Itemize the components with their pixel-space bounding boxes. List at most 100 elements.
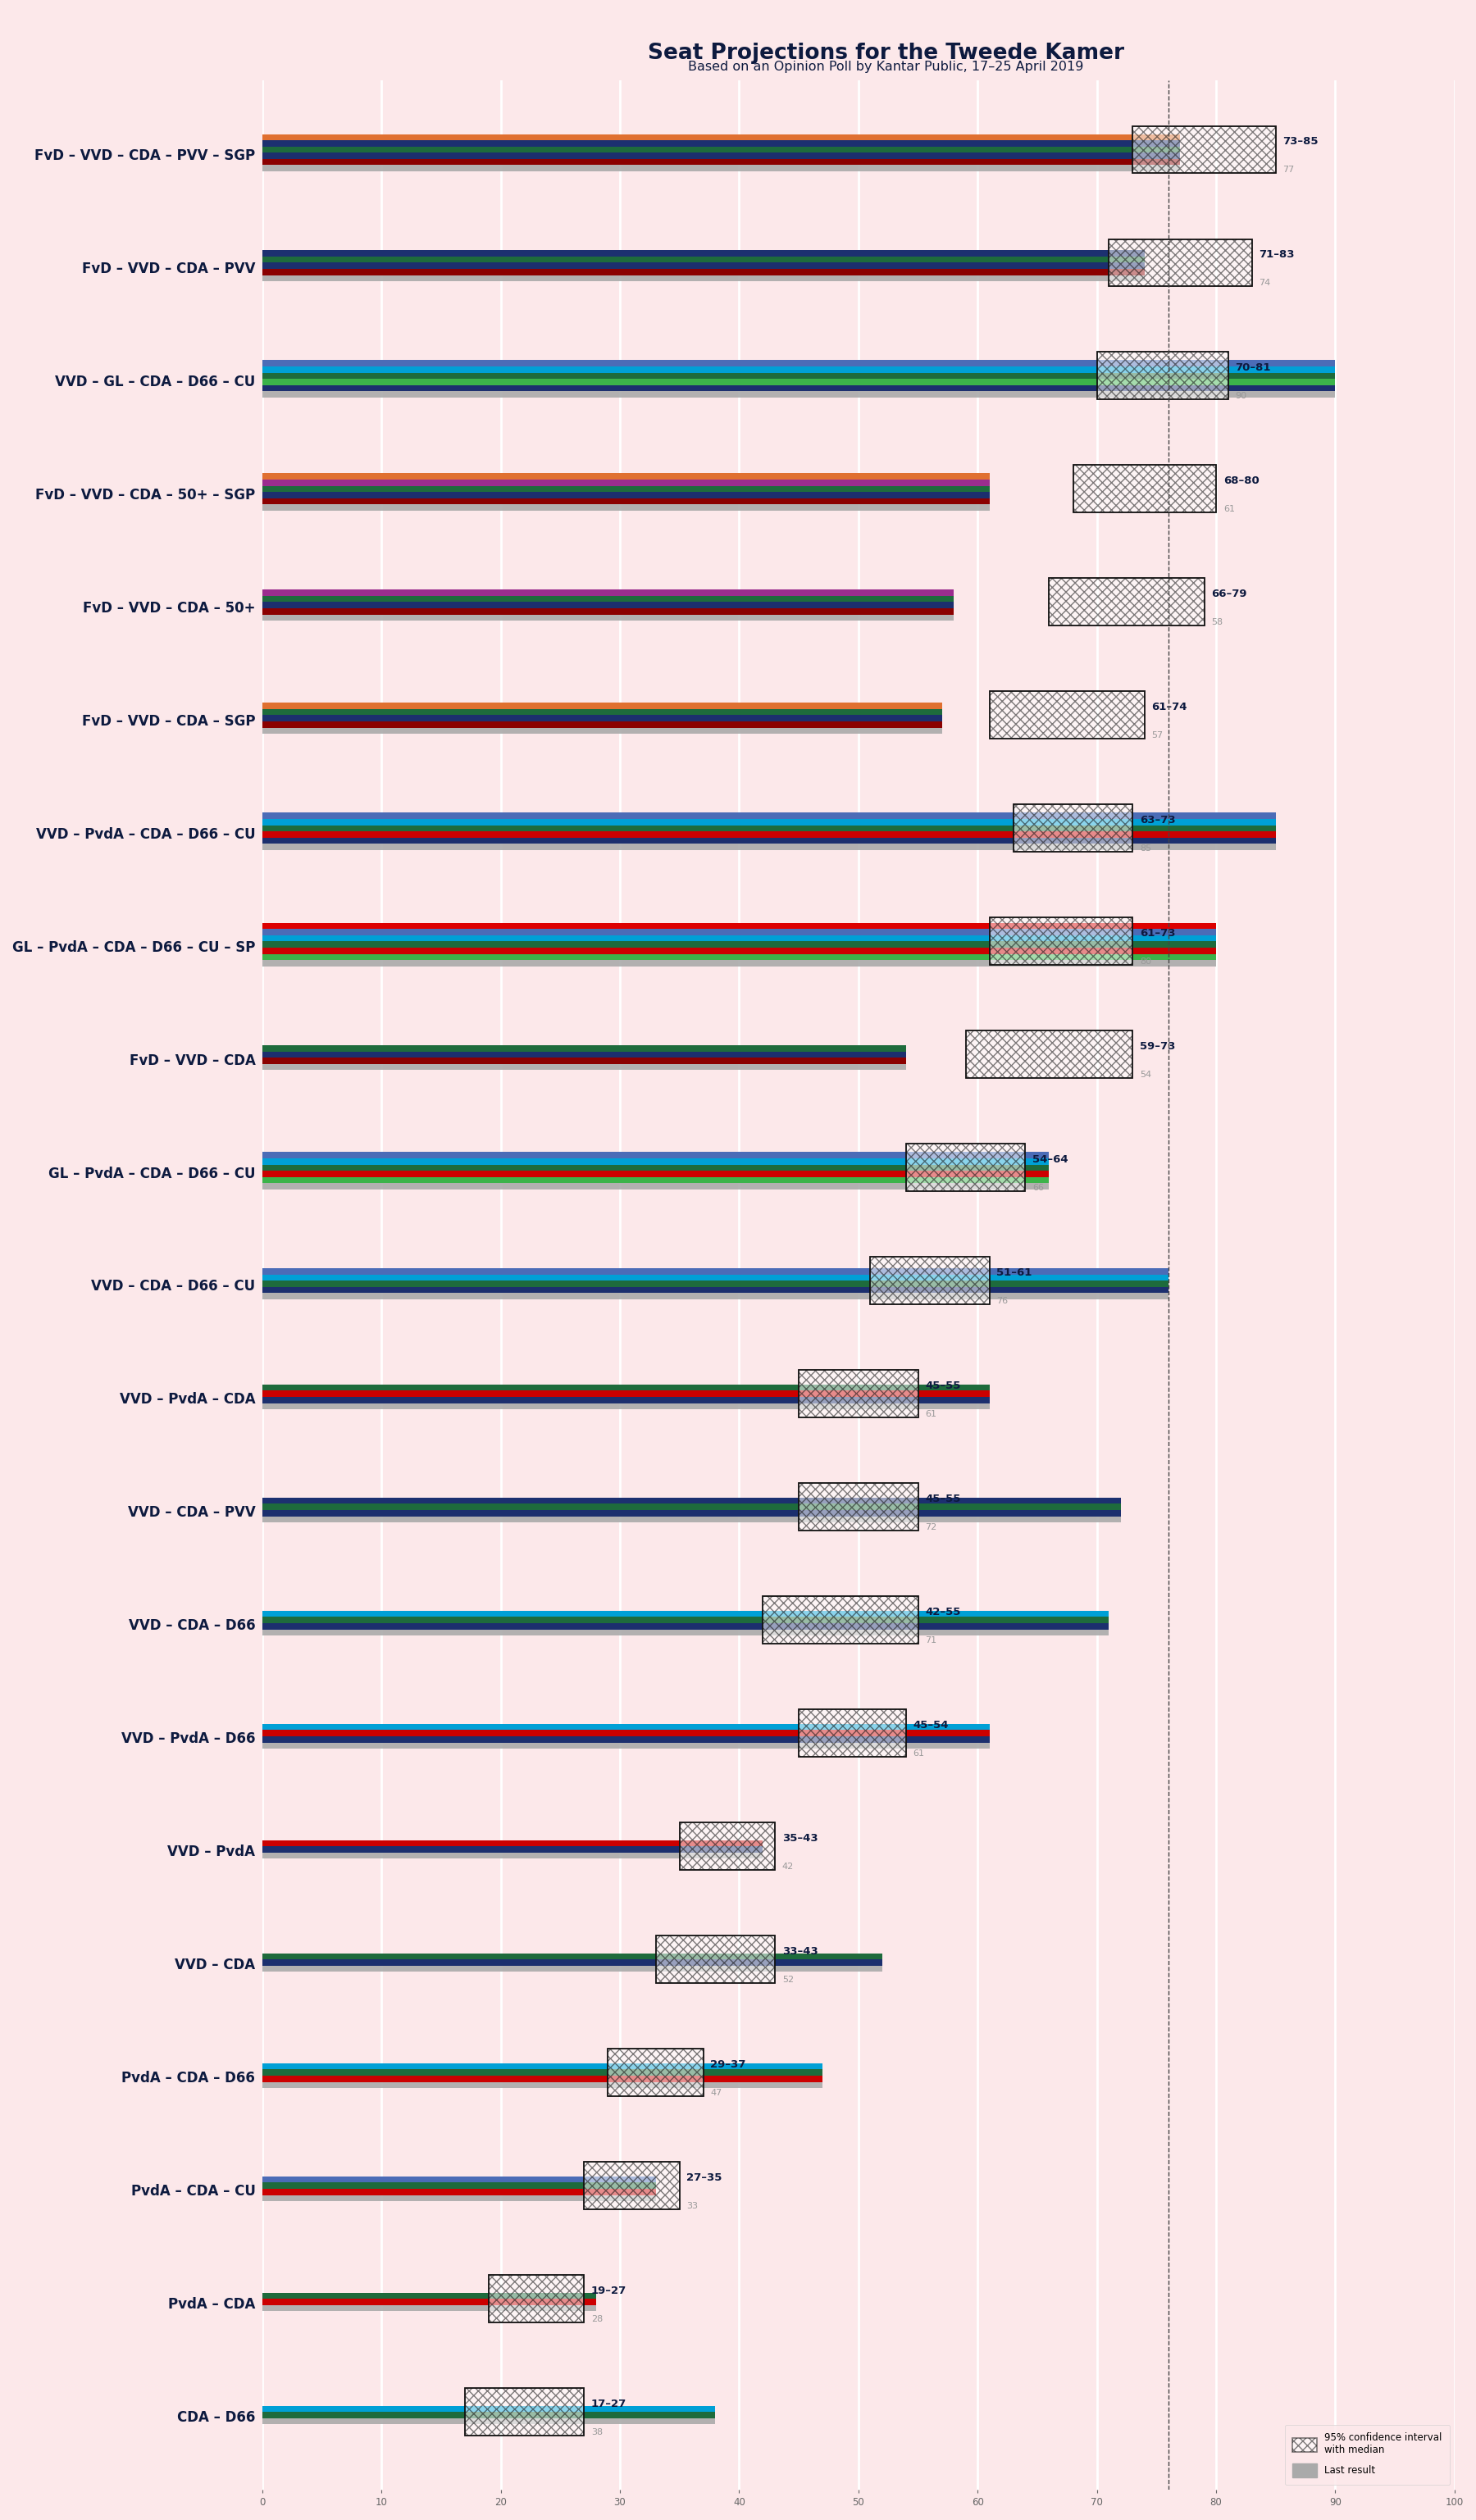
- Bar: [263, 955, 1216, 960]
- Text: 19–27: 19–27: [592, 2286, 627, 2296]
- Bar: [263, 615, 953, 620]
- Bar: [1097, 353, 1228, 401]
- Bar: [263, 1736, 989, 1741]
- Bar: [263, 2082, 822, 2089]
- Bar: [263, 154, 1181, 159]
- Bar: [263, 942, 1216, 948]
- Text: Based on an Opinion Poll by Kantar Public, 17–25 April 2019: Based on an Opinion Poll by Kantar Publi…: [688, 60, 1083, 73]
- Bar: [263, 499, 989, 504]
- Bar: [1108, 239, 1252, 287]
- Bar: [263, 504, 989, 512]
- Bar: [263, 1177, 1049, 1184]
- Bar: [263, 2407, 716, 2412]
- Bar: [989, 690, 1144, 738]
- Text: 80: 80: [1139, 958, 1151, 965]
- Bar: [584, 2162, 679, 2210]
- Bar: [263, 378, 1336, 386]
- Bar: [263, 1293, 1169, 1300]
- Text: 77: 77: [1283, 166, 1294, 174]
- Bar: [1014, 804, 1132, 852]
- Bar: [263, 474, 989, 479]
- Bar: [906, 1144, 1026, 1192]
- Bar: [263, 824, 1275, 832]
- Text: 76: 76: [996, 1298, 1008, 1305]
- Text: 47: 47: [710, 2089, 722, 2097]
- Bar: [965, 1031, 1132, 1079]
- Bar: [763, 1595, 918, 1643]
- Bar: [1014, 804, 1132, 852]
- Bar: [263, 134, 1181, 141]
- Bar: [263, 1383, 989, 1391]
- Text: 59–73: 59–73: [1139, 1041, 1175, 1051]
- Bar: [263, 1152, 1049, 1159]
- Bar: [1049, 577, 1204, 625]
- Bar: [263, 1741, 989, 1749]
- Bar: [263, 703, 942, 708]
- Bar: [263, 837, 1275, 844]
- Text: 58: 58: [1212, 617, 1224, 627]
- Bar: [263, 2306, 596, 2311]
- Text: 63–73: 63–73: [1139, 814, 1175, 827]
- Bar: [263, 1391, 989, 1396]
- Bar: [263, 2177, 655, 2182]
- Bar: [263, 2076, 822, 2082]
- Bar: [263, 166, 1181, 171]
- Bar: [263, 948, 1216, 955]
- Bar: [263, 602, 953, 607]
- Bar: [263, 1504, 1120, 1509]
- Text: 57: 57: [1151, 731, 1163, 741]
- Bar: [263, 1172, 1049, 1177]
- Bar: [1132, 126, 1275, 174]
- Bar: [263, 249, 1144, 257]
- Text: 54–64: 54–64: [1032, 1154, 1069, 1164]
- Bar: [263, 2182, 655, 2190]
- Bar: [263, 1268, 1169, 1275]
- Bar: [871, 1257, 989, 1305]
- Bar: [263, 479, 989, 486]
- Bar: [263, 1051, 906, 1058]
- Bar: [263, 1280, 1169, 1288]
- Bar: [965, 1031, 1132, 1079]
- Bar: [263, 844, 1275, 849]
- Bar: [1049, 577, 1204, 625]
- Bar: [489, 2276, 584, 2323]
- Text: 71: 71: [925, 1635, 937, 1646]
- Text: 61–73: 61–73: [1139, 927, 1175, 940]
- Bar: [263, 1288, 1169, 1293]
- Bar: [608, 2049, 704, 2097]
- Bar: [263, 930, 1216, 935]
- Bar: [1097, 353, 1228, 401]
- Bar: [1073, 466, 1216, 512]
- Bar: [263, 1275, 1169, 1280]
- Bar: [263, 365, 1336, 373]
- Bar: [263, 2412, 716, 2419]
- Bar: [584, 2162, 679, 2210]
- Bar: [989, 917, 1132, 965]
- Bar: [263, 1961, 883, 1966]
- Bar: [1108, 239, 1252, 287]
- Bar: [989, 690, 1144, 738]
- Bar: [263, 1724, 989, 1731]
- Text: 51–61: 51–61: [996, 1268, 1032, 1278]
- Bar: [263, 1517, 1120, 1522]
- Bar: [263, 2298, 596, 2306]
- Bar: [263, 146, 1181, 154]
- Bar: [871, 1257, 989, 1305]
- Bar: [263, 1063, 906, 1071]
- Text: 28: 28: [592, 2316, 604, 2323]
- Bar: [263, 960, 1216, 965]
- Bar: [263, 373, 1336, 378]
- Text: 61: 61: [925, 1411, 937, 1419]
- Text: 70–81: 70–81: [1235, 363, 1271, 373]
- Text: 29–37: 29–37: [710, 2059, 745, 2069]
- Text: 71–83: 71–83: [1259, 249, 1294, 260]
- Bar: [799, 1371, 918, 1419]
- Bar: [263, 2064, 822, 2069]
- Bar: [263, 1404, 989, 1409]
- Bar: [263, 595, 953, 602]
- Bar: [263, 1953, 883, 1961]
- Bar: [263, 2069, 822, 2076]
- Text: 85: 85: [1139, 844, 1151, 852]
- Bar: [263, 486, 989, 491]
- Bar: [763, 1595, 918, 1643]
